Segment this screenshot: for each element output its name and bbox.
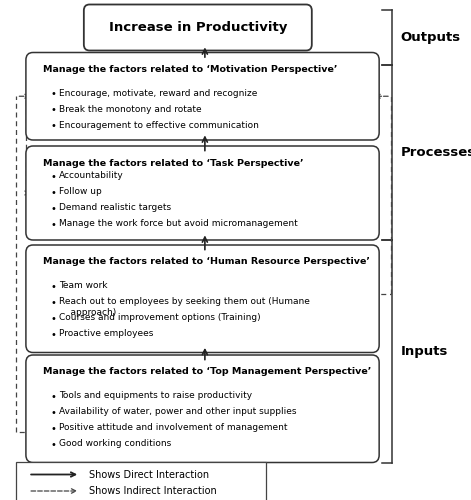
Text: •: • bbox=[51, 172, 57, 181]
Text: •: • bbox=[51, 89, 57, 99]
Text: Team work: Team work bbox=[59, 282, 107, 290]
Text: Manage the factors related to ‘Task Perspective’: Manage the factors related to ‘Task Pers… bbox=[43, 158, 304, 168]
Text: Shows Indirect Interaction: Shows Indirect Interaction bbox=[89, 486, 217, 496]
Text: •: • bbox=[51, 392, 57, 402]
Text: Availability of water, power and other input supplies: Availability of water, power and other i… bbox=[59, 408, 296, 416]
FancyBboxPatch shape bbox=[26, 355, 379, 463]
Text: •: • bbox=[51, 424, 57, 434]
FancyBboxPatch shape bbox=[26, 146, 379, 240]
Text: Proactive employees: Proactive employees bbox=[59, 330, 153, 338]
FancyBboxPatch shape bbox=[16, 462, 266, 500]
FancyBboxPatch shape bbox=[26, 52, 379, 140]
Text: Inputs: Inputs bbox=[400, 345, 448, 358]
Text: Reach out to employees by seeking them out (Humane
    approach): Reach out to employees by seeking them o… bbox=[59, 298, 310, 317]
Text: Manage the factors related to ‘Top Management Perspective’: Manage the factors related to ‘Top Manag… bbox=[43, 368, 372, 376]
Text: Outputs: Outputs bbox=[400, 31, 461, 44]
Text: Accountability: Accountability bbox=[59, 172, 123, 180]
Text: •: • bbox=[51, 298, 57, 308]
Text: •: • bbox=[51, 314, 57, 324]
Text: •: • bbox=[51, 204, 57, 214]
Text: Processes: Processes bbox=[400, 146, 471, 159]
FancyBboxPatch shape bbox=[26, 245, 379, 352]
Text: •: • bbox=[51, 188, 57, 198]
Text: •: • bbox=[51, 282, 57, 292]
Text: •: • bbox=[51, 440, 57, 450]
Text: Encourage, motivate, reward and recognize: Encourage, motivate, reward and recogniz… bbox=[59, 89, 257, 98]
Text: Positive attitude and involvement of management: Positive attitude and involvement of man… bbox=[59, 424, 287, 432]
FancyBboxPatch shape bbox=[84, 4, 312, 51]
Text: Courses and improvement options (Training): Courses and improvement options (Trainin… bbox=[59, 314, 260, 322]
Text: Break the monotony and rotate: Break the monotony and rotate bbox=[59, 105, 202, 114]
Text: Follow up: Follow up bbox=[59, 188, 102, 196]
Text: Demand realistic targets: Demand realistic targets bbox=[59, 204, 171, 212]
Text: Manage the work force but avoid micromanagement: Manage the work force but avoid microman… bbox=[59, 220, 298, 228]
Text: Manage the factors related to ‘Motivation Perspective’: Manage the factors related to ‘Motivatio… bbox=[43, 65, 338, 74]
Text: Shows Direct Interaction: Shows Direct Interaction bbox=[89, 470, 210, 480]
Text: •: • bbox=[51, 220, 57, 230]
Text: Encouragement to effective communication: Encouragement to effective communication bbox=[59, 121, 259, 130]
Text: Tools and equipments to raise productivity: Tools and equipments to raise productivi… bbox=[59, 392, 252, 400]
Text: Increase in Productivity: Increase in Productivity bbox=[109, 21, 287, 34]
Text: •: • bbox=[51, 121, 57, 131]
Text: •: • bbox=[51, 408, 57, 418]
Text: •: • bbox=[51, 330, 57, 340]
Text: Manage the factors related to ‘Human Resource Perspective’: Manage the factors related to ‘Human Res… bbox=[43, 258, 370, 266]
Text: Good working conditions: Good working conditions bbox=[59, 440, 171, 448]
Text: •: • bbox=[51, 105, 57, 115]
